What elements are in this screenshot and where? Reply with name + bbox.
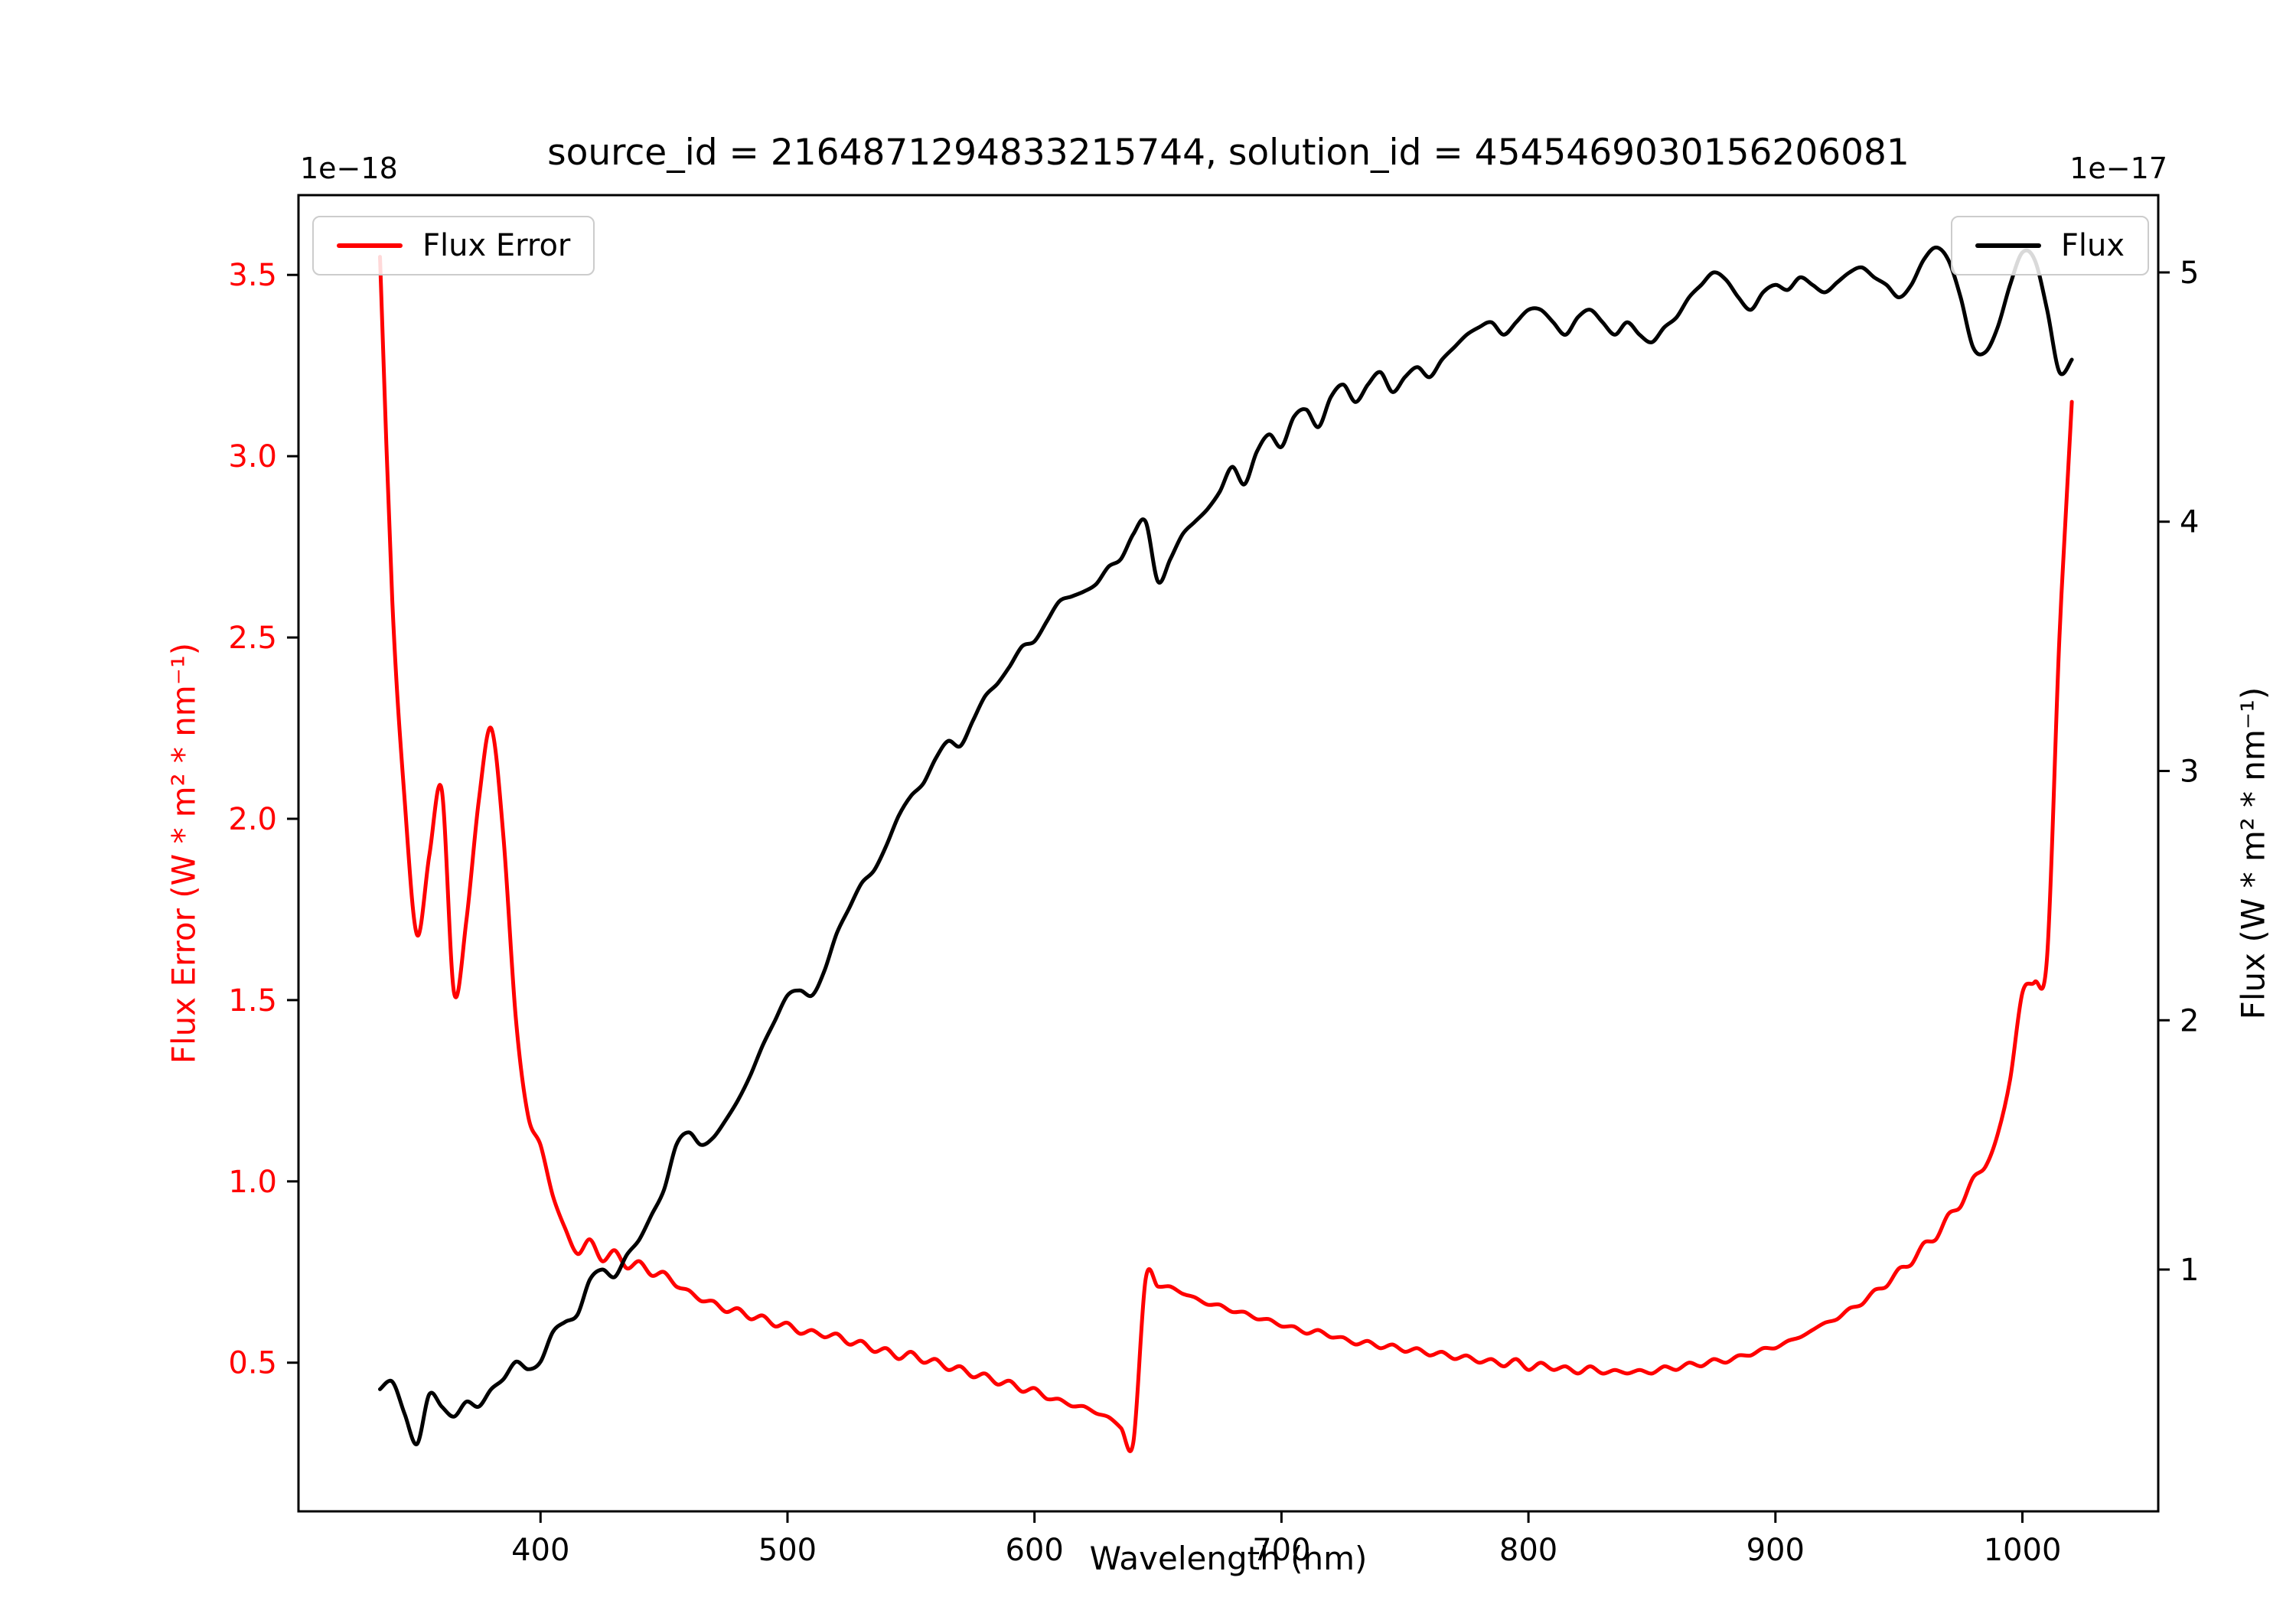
legend-flux: Flux bbox=[1950, 216, 2149, 275]
flux-error-line bbox=[378, 255, 2074, 1453]
legend-flux-label: Flux bbox=[2060, 228, 2125, 263]
x-tick-label: 400 bbox=[511, 1533, 569, 1568]
flux-line-sample bbox=[1975, 243, 2041, 248]
legend-flux-error-label: Flux Error bbox=[422, 228, 571, 263]
y-tick-label-right: 4 bbox=[2180, 505, 2199, 540]
y-tick-label-left: 2.5 bbox=[228, 621, 277, 656]
y-tick-label-left: 2.0 bbox=[228, 802, 277, 837]
y-tick-label-left: 1.0 bbox=[228, 1165, 277, 1200]
y-axis-label-left: Flux Error (W * m² * nm⁻¹) bbox=[165, 642, 203, 1064]
left-axis-offset-text: 1e−18 bbox=[300, 152, 398, 185]
x-tick-label: 900 bbox=[1746, 1533, 1805, 1568]
plot-border bbox=[297, 194, 2160, 1513]
x-axis-ticks: 400 500 600 700 800 900 1000 bbox=[511, 1511, 2061, 1568]
flux-line bbox=[378, 245, 2074, 1446]
right-axis-offset-text: 1e−17 bbox=[2069, 152, 2167, 185]
y-tick-label-left: 1.5 bbox=[228, 983, 277, 1019]
y-tick-label-right: 1 bbox=[2180, 1253, 2199, 1288]
x-tick-label: 500 bbox=[758, 1533, 817, 1568]
y-tick-label-left: 3.5 bbox=[228, 258, 277, 293]
y-tick-label-right: 3 bbox=[2180, 755, 2199, 790]
flux-error-line-sample bbox=[337, 243, 403, 248]
x-tick-label: 600 bbox=[1005, 1533, 1063, 1568]
x-axis-label: Wavelength (nm) bbox=[1089, 1540, 1368, 1577]
y-axis-label-right: Flux (W * m² * nm⁻¹) bbox=[2234, 686, 2272, 1020]
plot-title: source_id = 2164871294833215744, solutio… bbox=[547, 132, 1910, 174]
legend-flux-error: Flux Error bbox=[312, 216, 595, 275]
y-tick-label-left: 3.0 bbox=[228, 439, 277, 474]
series-lines bbox=[378, 245, 2074, 1453]
x-tick-label: 1000 bbox=[1984, 1533, 2062, 1568]
y-tick-label-right: 2 bbox=[2180, 1003, 2199, 1038]
y-axis-ticks-right: 1 2 3 4 5 bbox=[2158, 256, 2199, 1288]
y-axis-ticks-left: 0.5 1.0 1.5 2.0 2.5 3.0 3.5 bbox=[228, 258, 298, 1381]
y-tick-label-left: 0.5 bbox=[228, 1346, 277, 1381]
x-tick-label: 700 bbox=[1252, 1533, 1310, 1568]
y-tick-label-right: 5 bbox=[2180, 256, 2199, 291]
x-tick-label: 800 bbox=[1499, 1533, 1557, 1568]
